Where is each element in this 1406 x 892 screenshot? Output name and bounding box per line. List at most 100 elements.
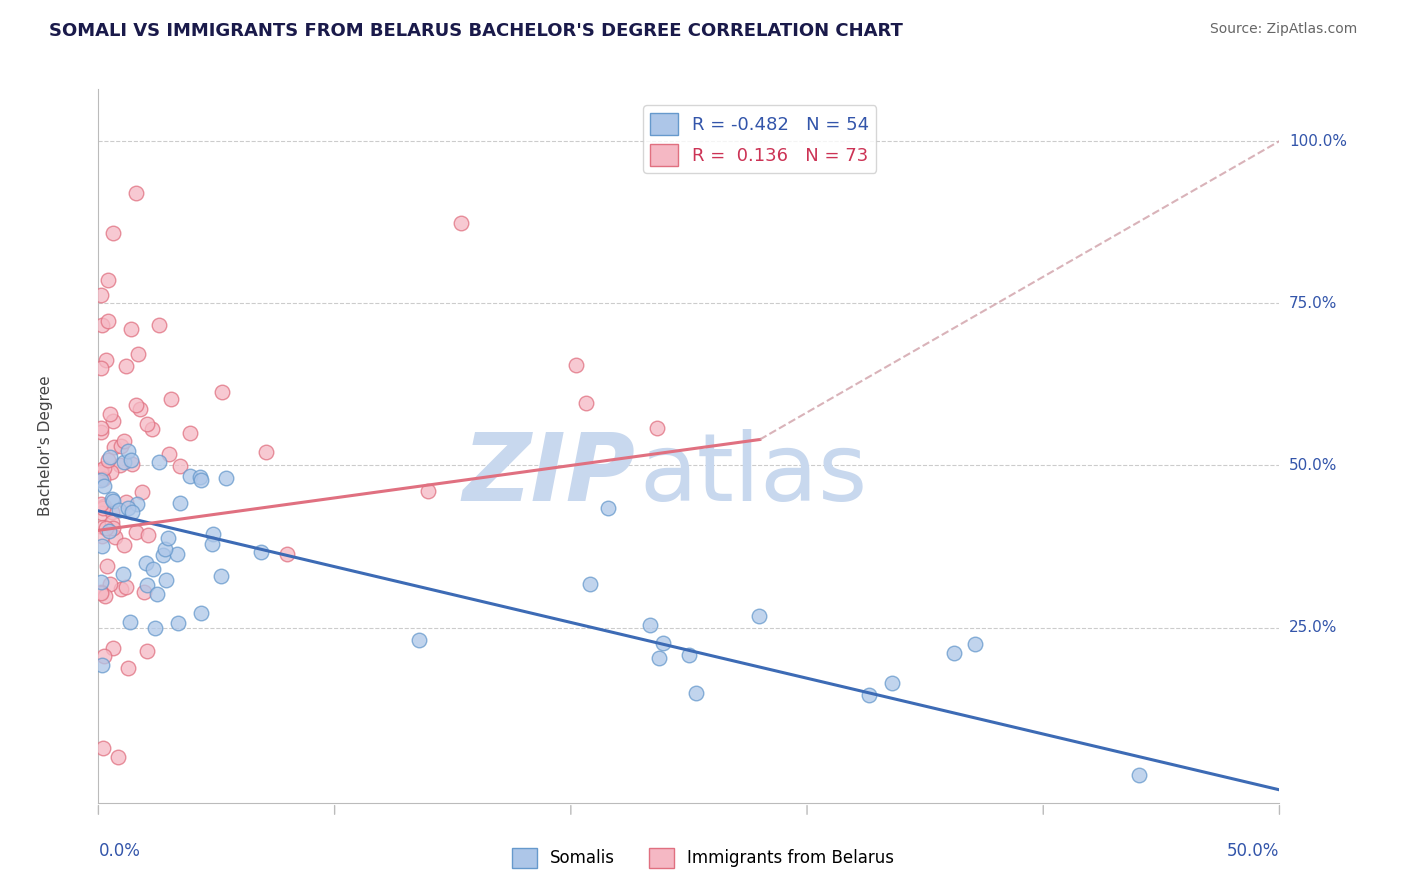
- Point: [108, 503, 131, 517]
- Text: ZIP: ZIP: [463, 428, 636, 521]
- Point: [169, 496, 191, 510]
- Point: [942, 646, 965, 660]
- Point: [143, 621, 166, 635]
- Text: Source: ZipAtlas.com: Source: ZipAtlas.com: [1209, 22, 1357, 37]
- Point: [190, 607, 212, 621]
- Point: [114, 359, 136, 373]
- Point: [146, 587, 169, 601]
- Point: [249, 545, 271, 559]
- Point: [121, 457, 143, 471]
- Point: [169, 458, 191, 473]
- Point: [115, 495, 138, 509]
- Point: [579, 577, 602, 591]
- Point: [155, 574, 177, 588]
- Text: 100.0%: 100.0%: [1289, 134, 1347, 149]
- Point: [98, 407, 121, 421]
- Point: [103, 530, 125, 544]
- Point: [882, 675, 904, 690]
- Point: [166, 547, 188, 561]
- Legend: Somalis, Immigrants from Belarus: Somalis, Immigrants from Belarus: [505, 841, 901, 875]
- Point: [90, 421, 112, 435]
- Point: [748, 609, 770, 624]
- Point: [136, 417, 159, 431]
- Point: [93, 499, 115, 513]
- Point: [91, 506, 114, 520]
- Point: [678, 648, 700, 662]
- Point: [91, 318, 114, 332]
- Point: [101, 493, 124, 508]
- Point: [96, 521, 118, 535]
- Point: [596, 501, 619, 516]
- Point: [90, 574, 112, 589]
- Point: [97, 524, 120, 538]
- Point: [167, 615, 190, 630]
- Point: [128, 401, 150, 416]
- Point: [120, 453, 142, 467]
- Point: [157, 447, 180, 461]
- Point: [93, 649, 115, 664]
- Point: [134, 585, 156, 599]
- Point: [98, 576, 121, 591]
- Point: [965, 637, 987, 651]
- Point: [148, 318, 170, 332]
- Point: [148, 455, 170, 469]
- Point: [117, 501, 139, 516]
- Point: [190, 469, 212, 483]
- Text: 75.0%: 75.0%: [1289, 296, 1337, 310]
- Point: [90, 465, 112, 479]
- Point: [135, 578, 157, 592]
- Point: [112, 538, 135, 552]
- Point: [110, 439, 132, 453]
- Point: [638, 618, 661, 632]
- Text: Bachelor's Degree: Bachelor's Degree: [38, 376, 53, 516]
- Point: [93, 479, 115, 493]
- Point: [91, 520, 114, 534]
- Point: [112, 434, 135, 449]
- Text: 0.0%: 0.0%: [98, 842, 141, 860]
- Point: [90, 361, 112, 376]
- Point: [418, 483, 440, 498]
- Point: [254, 445, 277, 459]
- Point: [117, 661, 139, 675]
- Point: [115, 581, 138, 595]
- Point: [575, 396, 598, 410]
- Point: [141, 422, 163, 436]
- Point: [103, 440, 125, 454]
- Text: 25.0%: 25.0%: [1289, 620, 1337, 635]
- Point: [135, 556, 157, 570]
- Point: [136, 527, 159, 541]
- Point: [408, 633, 430, 648]
- Point: [90, 497, 112, 511]
- Point: [94, 352, 117, 367]
- Point: [211, 384, 233, 399]
- Point: [100, 491, 122, 506]
- Point: [107, 750, 129, 764]
- Point: [125, 186, 148, 201]
- Point: [201, 527, 224, 541]
- Point: [127, 497, 149, 511]
- Point: [91, 529, 114, 543]
- Point: [93, 461, 115, 475]
- Point: [127, 347, 149, 361]
- Point: [91, 741, 114, 756]
- Point: [648, 651, 671, 665]
- Point: [101, 641, 124, 656]
- Point: [101, 505, 124, 519]
- Point: [450, 216, 472, 230]
- Point: [90, 539, 112, 553]
- Point: [125, 398, 148, 412]
- Point: [110, 582, 132, 596]
- Point: [645, 420, 668, 434]
- Point: [90, 585, 112, 599]
- Point: [90, 463, 112, 477]
- Point: [276, 547, 298, 561]
- Point: [101, 226, 124, 240]
- Point: [685, 685, 707, 699]
- Point: [209, 568, 232, 582]
- Point: [90, 657, 112, 672]
- Text: SOMALI VS IMMIGRANTS FROM BELARUS BACHELOR'S DEGREE CORRELATION CHART: SOMALI VS IMMIGRANTS FROM BELARUS BACHEL…: [49, 22, 903, 40]
- Point: [156, 532, 179, 546]
- Point: [112, 455, 135, 469]
- Point: [131, 484, 153, 499]
- Point: [110, 458, 132, 472]
